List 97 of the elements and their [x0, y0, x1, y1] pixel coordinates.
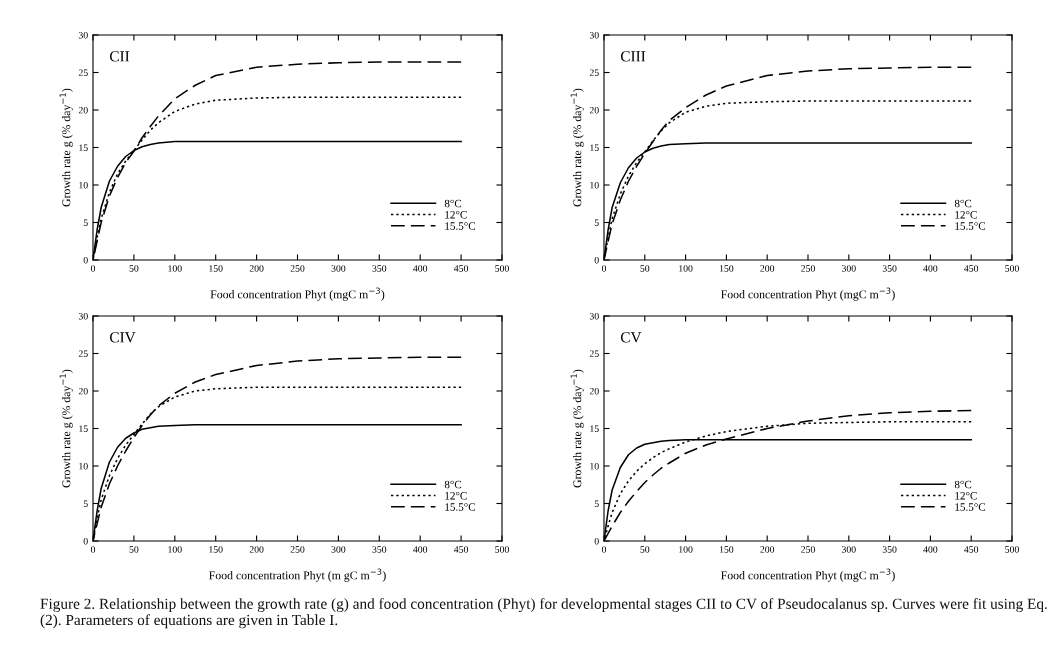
y-tick-label: 25 — [78, 69, 88, 76]
text: CII — [109, 51, 130, 62]
y-tick-label: 10 — [79, 181, 88, 189]
y-tick-label: 0 — [83, 256, 88, 264]
text: CIII — [620, 51, 646, 62]
legend-label: 12°C — [445, 210, 467, 219]
legend-label: 15.5°C — [955, 503, 986, 511]
x-tick-label: 500 — [495, 546, 509, 553]
y-tick-label: 0 — [594, 256, 599, 264]
x-tick-label: 0 — [601, 546, 607, 553]
legend-label: 15.5°C — [445, 503, 476, 511]
x-tick-label: 50 — [129, 265, 139, 272]
y-axis-title: Growth rate g (% day$^{−1}$) — [59, 88, 73, 207]
x-tick-label: 250 — [801, 265, 815, 272]
x-tick-label: 100 — [679, 265, 693, 272]
x-tick-label: 300 — [841, 265, 856, 272]
y-tick-label: 10 — [590, 181, 599, 189]
x-tick-label: 400 — [413, 546, 428, 553]
text: CV — [620, 332, 642, 343]
y-tick-label: 30 — [589, 31, 599, 39]
x-axis-title: Food concentration Phyt (m gC m$^{−3}$) — [209, 568, 386, 582]
y-tick-label: 20 — [78, 387, 88, 395]
x-tick-label: 150 — [209, 265, 223, 272]
x-tick-label: 200 — [760, 265, 775, 272]
y-tick-label: 25 — [589, 350, 599, 357]
x-tick-label: 0 — [90, 265, 96, 272]
y-tick-label: 30 — [78, 312, 88, 320]
x-tick-label: 450 — [964, 546, 979, 553]
y-tick-label: 25 — [78, 350, 88, 357]
x-tick-label: 450 — [454, 265, 469, 272]
x-tick-label: 50 — [129, 546, 139, 553]
legend-label: 8°C — [954, 199, 972, 208]
x-tick-label: 200 — [249, 265, 264, 272]
y-tick-label: 15 — [79, 144, 88, 151]
legend-label: 8°C — [954, 480, 972, 489]
x-tick-label: 100 — [168, 265, 182, 272]
x-tick-label: 250 — [801, 546, 815, 553]
x-tick-label: 450 — [454, 546, 469, 553]
x-tick-label: 500 — [495, 265, 509, 272]
legend-label: 12°C — [445, 491, 467, 500]
y-tick-label: 30 — [78, 31, 88, 39]
x-tick-label: 350 — [882, 546, 897, 553]
y-tick-label: 10 — [590, 462, 599, 470]
x-tick-label: 0 — [90, 546, 96, 553]
x-tick-label: 50 — [640, 265, 650, 272]
y-tick-label: 5 — [83, 500, 88, 507]
legend-label: 15.5°C — [955, 222, 986, 230]
x-tick-label: 50 — [640, 546, 650, 553]
y-axis-title: Growth rate g (% day$^{−1}$) — [59, 369, 73, 488]
x-tick-label: 150 — [209, 546, 223, 553]
x-tick-label: 150 — [719, 546, 734, 553]
x-tick-label: 350 — [882, 265, 897, 272]
y-tick-label: 20 — [78, 106, 88, 114]
x-tick-label: 500 — [1005, 265, 1019, 272]
y-tick-label: 25 — [589, 69, 599, 76]
caption: Figure 2. Relationship between the growth rate (g) and food concentration (Phyt) for developmental stages CII to CV of Pseudocalanus sp. Curves were fit using Eq. (2). Parameters of equations are given in Table I. — [40, 598, 1047, 629]
y-tick-label: 20 — [589, 106, 599, 114]
text: CIV — [109, 332, 136, 343]
legend-label: 12°C — [955, 210, 977, 219]
x-tick-label: 400 — [413, 265, 428, 272]
x-tick-label: 200 — [249, 546, 264, 553]
x-tick-label: 100 — [679, 546, 693, 553]
x-tick-label: 250 — [290, 265, 305, 272]
legend-label: 15.5°C — [445, 222, 476, 230]
y-tick-label: 15 — [590, 425, 599, 432]
x-tick-label: 150 — [719, 265, 734, 272]
y-tick-label: 0 — [594, 537, 599, 545]
y-tick-label: 15 — [590, 144, 599, 151]
y-axis-title: Growth rate g (% day$^{−1}$) — [570, 88, 584, 207]
x-tick-label: 300 — [841, 546, 856, 553]
y-tick-label: 5 — [83, 219, 88, 226]
x-axis-title: Food concentration Phyt (mgC m$^{−3}$) — [210, 287, 385, 301]
y-tick-label: 20 — [589, 387, 599, 395]
x-tick-label: 250 — [290, 546, 305, 553]
y-tick-label: 10 — [79, 462, 88, 470]
x-tick-label: 300 — [331, 546, 346, 553]
x-tick-label: 200 — [760, 546, 775, 553]
y-tick-label: 5 — [594, 219, 599, 226]
x-tick-label: 350 — [372, 546, 387, 553]
x-tick-label: 350 — [372, 265, 387, 272]
x-axis-title: Food concentration Phyt (mgC m$^{−3}$) — [721, 568, 895, 582]
x-tick-label: 100 — [168, 546, 182, 553]
x-tick-label: 500 — [1005, 546, 1019, 553]
x-tick-label: 300 — [331, 265, 346, 272]
x-tick-label: 450 — [964, 265, 979, 272]
x-axis-title: Food concentration Phyt (mgC m$^{−3}$) — [721, 287, 895, 301]
legend-label: 8°C — [444, 199, 462, 208]
legend-label: 8°C — [444, 480, 462, 489]
x-tick-label: 0 — [601, 265, 607, 272]
y-tick-label: 5 — [594, 500, 599, 507]
y-tick-label: 0 — [83, 537, 88, 545]
x-tick-label: 400 — [923, 546, 938, 553]
y-tick-label: 30 — [589, 312, 599, 320]
y-tick-label: 15 — [79, 425, 88, 432]
x-tick-label: 400 — [923, 265, 938, 272]
legend-label: 12°C — [955, 491, 977, 500]
y-axis-title: Growth rate g (% day$^{−1}$) — [570, 369, 584, 488]
